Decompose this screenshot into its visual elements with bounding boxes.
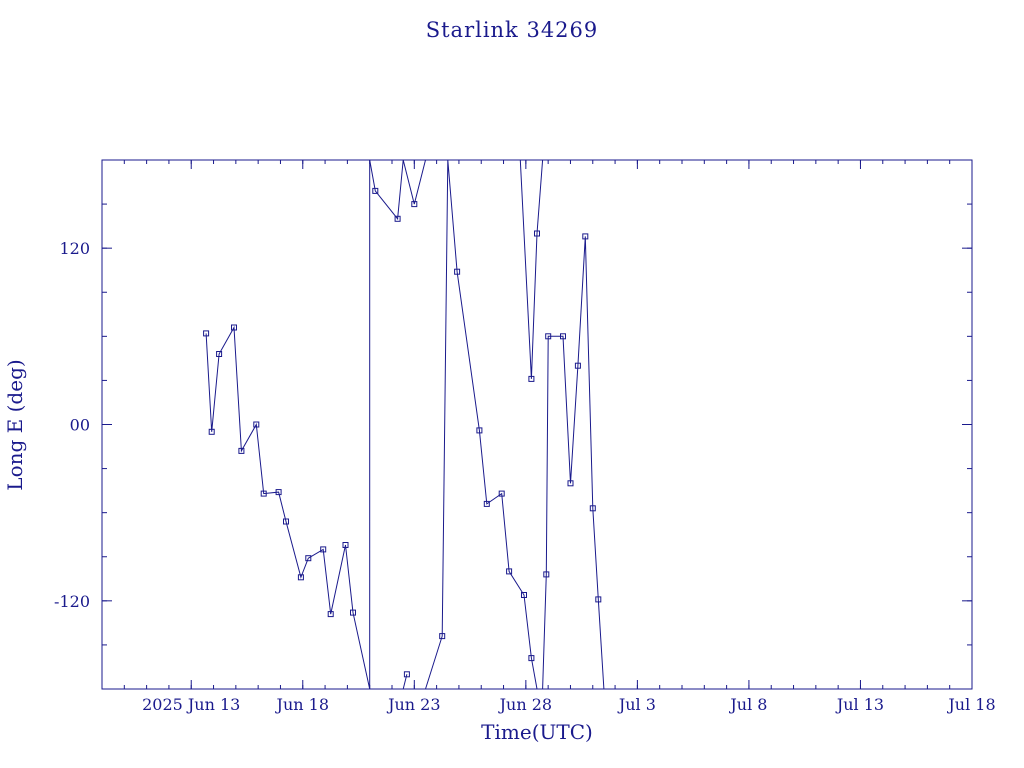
- data-point: [595, 596, 602, 603]
- y-tick-label: -120: [54, 592, 90, 611]
- y-tick-label: 00: [70, 416, 90, 435]
- data-point: [275, 489, 282, 496]
- data-point: [342, 542, 349, 548]
- y-axis-label: Long E (deg): [3, 359, 27, 490]
- data-point: [454, 268, 461, 275]
- data-point: [203, 330, 210, 337]
- data-point: [297, 574, 304, 581]
- data-point: [498, 490, 505, 497]
- x-tick-label: Jun 28: [498, 695, 552, 714]
- data-point: [567, 480, 574, 487]
- data-point: [543, 571, 550, 578]
- series-line: [425, 160, 538, 689]
- data-point: [238, 447, 245, 454]
- data-point: [574, 362, 581, 369]
- x-tick-label: 2025 Jun 13: [142, 695, 240, 714]
- x-axis: 2025 Jun 13 Jun 18 Jun 23 Jun 28 Jul 3 Jul 8 J…: [101, 160, 996, 714]
- data-point: [589, 505, 596, 512]
- data-point: [231, 324, 237, 331]
- data-point: [476, 427, 483, 434]
- x-tick-label: Jul 8: [728, 695, 767, 714]
- data-point: [216, 351, 223, 357]
- data-point: [528, 655, 535, 662]
- data-point: [528, 375, 535, 382]
- series-line: [519, 160, 544, 379]
- data-point: [320, 546, 327, 553]
- series-layer: [203, 160, 605, 689]
- data-point: [506, 568, 513, 575]
- data-point: [411, 201, 418, 208]
- data-point: [534, 230, 540, 237]
- series-line: [542, 236, 605, 689]
- data-point: [260, 490, 267, 497]
- data-point: [253, 421, 260, 428]
- data-point: [582, 233, 589, 240]
- data-point: [394, 215, 401, 222]
- x-tick-label: Jun 23: [386, 695, 440, 714]
- data-point: [545, 333, 552, 340]
- data-point: [350, 609, 356, 616]
- data-point: [560, 333, 566, 340]
- data-point: [439, 633, 446, 640]
- data-point: [521, 592, 527, 598]
- data-point: [208, 428, 215, 435]
- x-tick-label: Jul 13: [835, 695, 884, 714]
- x-axis-label: Time(UTC): [481, 720, 593, 744]
- data-point: [403, 671, 410, 678]
- chart-title: Starlink 34269: [426, 18, 599, 42]
- y-tick-label: 120: [59, 239, 90, 258]
- data-point: [372, 187, 379, 194]
- x-tick-label: Jul 3: [617, 695, 656, 714]
- x-tick-label: Jun 18: [275, 695, 329, 714]
- data-point: [305, 555, 312, 562]
- x-tick-label: Jul 18: [946, 695, 995, 714]
- data-point: [327, 611, 334, 618]
- data-point: [483, 500, 490, 507]
- data-point: [283, 518, 289, 525]
- y-axis: 120 00 -120: [54, 159, 972, 690]
- series-line: [205, 160, 426, 689]
